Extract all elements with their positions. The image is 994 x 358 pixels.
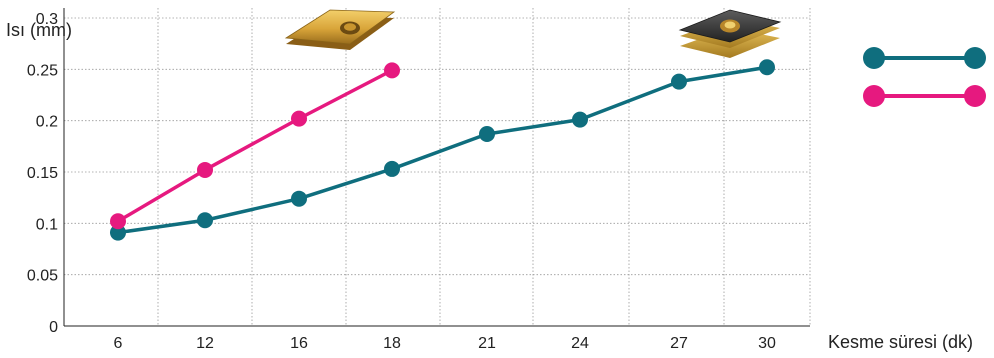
y-tick-labels: 0 0.05 0.1 0.15 0.2 0.25 0.3 — [27, 11, 58, 336]
data-point — [197, 212, 213, 229]
data-point — [572, 111, 588, 128]
y-tick-label: 0 — [49, 319, 58, 336]
axes — [63, 8, 810, 327]
gold-insert-icon — [284, 9, 396, 50]
y-tick-label: 0.25 — [27, 62, 58, 79]
x-axis-title: Kesme süresi (dk) — [828, 332, 973, 352]
y-tick-label: 0.2 — [36, 114, 58, 131]
x-tick-label: 21 — [478, 335, 496, 352]
data-point — [384, 160, 400, 177]
dark-insert-icon — [678, 9, 782, 58]
x-tick-label: 12 — [196, 335, 214, 352]
x-tick-label: 24 — [571, 335, 589, 352]
legend — [863, 47, 986, 107]
data-point — [110, 224, 126, 241]
data-point — [759, 59, 775, 76]
legend-marker — [863, 47, 885, 69]
legend-marker — [964, 47, 986, 69]
legend-marker — [863, 85, 885, 107]
x-tick-label: 27 — [670, 335, 688, 352]
data-point — [671, 73, 687, 90]
y-tick-label: 0.05 — [27, 268, 58, 285]
data-point — [384, 62, 400, 79]
y-axis-title: Isı (mm) — [6, 20, 72, 40]
x-tick-label: 30 — [758, 335, 776, 352]
x-tick-labels: 6 12 16 18 21 24 27 30 — [114, 335, 776, 352]
data-point — [291, 110, 307, 127]
x-tick-label: 6 — [114, 335, 123, 352]
x-tick-label: 18 — [383, 335, 401, 352]
x-tick-label: 16 — [290, 335, 308, 352]
data-point — [110, 213, 126, 230]
data-point — [291, 190, 307, 207]
data-point — [479, 126, 495, 143]
grid — [64, 8, 811, 326]
data-point — [197, 161, 213, 178]
series-layer — [110, 59, 775, 241]
y-tick-label: 0.3 — [36, 11, 58, 28]
y-tick-label: 0.15 — [27, 165, 58, 182]
y-tick-label: 0.1 — [36, 216, 58, 233]
legend-marker — [964, 85, 986, 107]
series-line-1 — [117, 65, 768, 235]
series-line-2 — [117, 68, 393, 223]
